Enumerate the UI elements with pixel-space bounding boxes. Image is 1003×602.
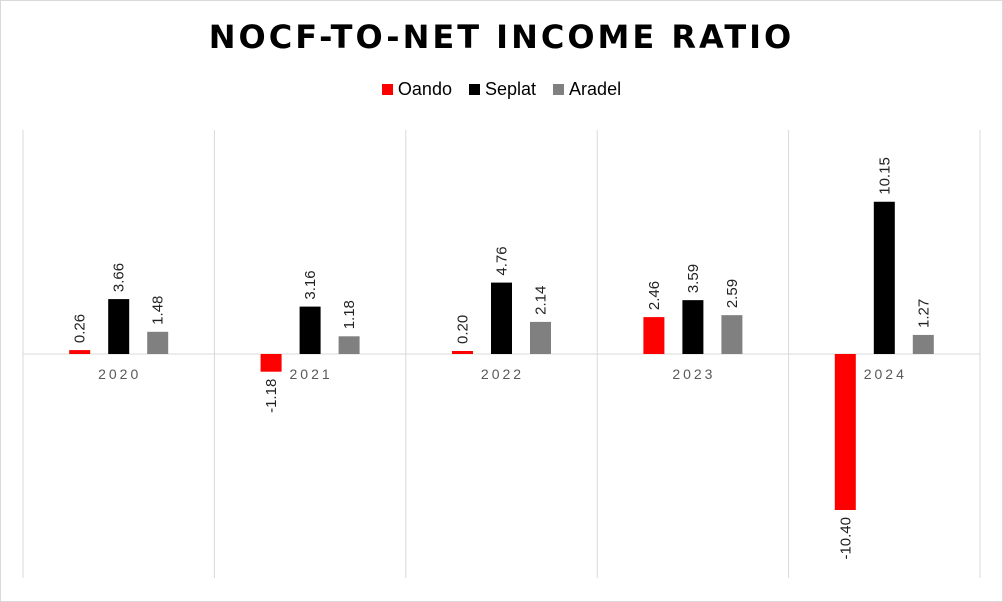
bar-oando-2024 [834, 354, 856, 510]
bar-seplat-2021 [299, 306, 321, 354]
legend-item-seplat: Seplat [468, 78, 537, 100]
bar-aradel-2020 [147, 331, 169, 354]
legend-swatch-oando [381, 83, 393, 95]
bar-oando-2021 [260, 354, 282, 372]
bar-seplat-2023 [682, 300, 704, 354]
legend: Oando Seplat Aradel [0, 78, 1003, 100]
x-tick-label: 2023 [672, 366, 715, 382]
bar-seplat-2024 [873, 201, 895, 354]
data-label: 10.15 [876, 157, 893, 195]
bar-oando-2023 [643, 317, 665, 354]
legend-item-aradel: Aradel [553, 79, 621, 100]
data-label: -1.18 [263, 379, 280, 413]
data-label: 2.59 [724, 279, 741, 308]
bar-aradel-2024 [912, 334, 934, 354]
bar-aradel-2023 [721, 315, 743, 354]
x-tick-label: 2022 [481, 366, 524, 382]
data-label: 1.27 [915, 299, 932, 328]
legend-item-oando: Oando [381, 78, 452, 100]
bar-seplat-2022 [491, 282, 512, 354]
legend-label-seplat: Seplat [484, 78, 537, 99]
data-label: 3.59 [685, 264, 702, 293]
legend-label-oando: Oando [397, 78, 452, 99]
data-label: 1.48 [150, 296, 167, 325]
bar-aradel-2021 [338, 336, 360, 354]
x-tick-label: 2020 [98, 366, 141, 382]
data-label: 3.66 [111, 263, 128, 292]
bar-seplat-2020 [108, 299, 130, 354]
data-label: 2.14 [533, 286, 550, 315]
data-label: 2.46 [646, 281, 663, 310]
data-label: 3.16 [302, 270, 319, 299]
data-label: 4.76 [494, 246, 511, 275]
legend-swatch-aradel [553, 83, 565, 95]
legend-label-aradel: Aradel [569, 78, 622, 99]
chart-title: NOCF-TO-NET INCOME RATIO [208, 18, 795, 56]
x-tick-label: 2024 [864, 366, 907, 382]
bar-oando-2020 [69, 350, 91, 354]
x-tick-label: 2021 [290, 366, 333, 382]
bar-oando-2022 [452, 351, 473, 354]
data-label: 0.26 [72, 314, 89, 343]
data-label: 0.20 [455, 315, 472, 344]
bar-aradel-2022 [530, 321, 551, 354]
data-label: -10.40 [837, 517, 854, 560]
legend-swatch-seplat [468, 83, 480, 95]
data-label: 1.18 [341, 300, 358, 329]
